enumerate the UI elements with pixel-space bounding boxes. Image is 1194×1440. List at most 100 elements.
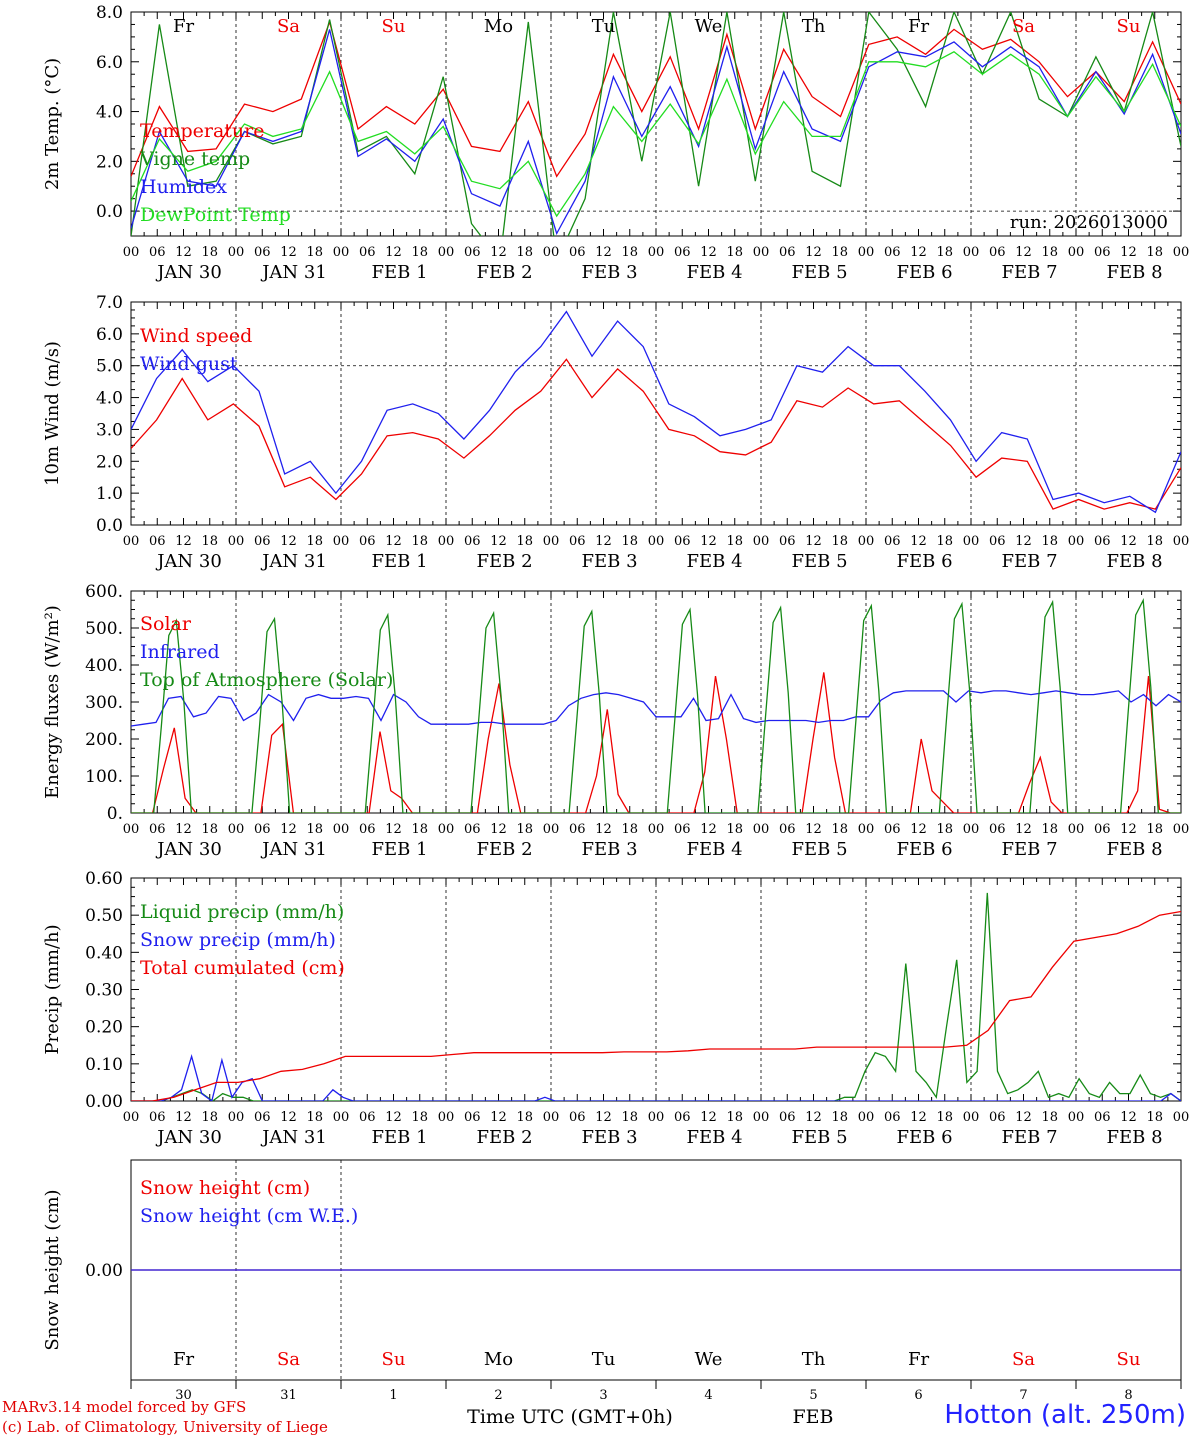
panel-wind <box>130 301 1182 526</box>
day-number-label: 5 <box>809 1388 817 1403</box>
hour-tick-label: 18 <box>516 822 533 837</box>
hour-tick-label: 12 <box>1015 245 1032 260</box>
hour-tick-label: 00 <box>753 534 770 549</box>
y-tick-label: 300. <box>85 693 123 713</box>
hour-tick-label: 06 <box>884 534 901 549</box>
y-axis-label: Snow height (cm) <box>42 1189 63 1350</box>
hour-tick-label: 12 <box>490 1110 507 1125</box>
hour-tick-label: 12 <box>385 534 402 549</box>
hour-tick-label: 12 <box>1120 822 1137 837</box>
y-tick-label: 0.50 <box>85 906 123 926</box>
weekday-label: Sa <box>277 1349 300 1370</box>
date-label: FEB 1 <box>371 1127 427 1148</box>
site-title: Hotton (alt. 250m) <box>944 1400 1186 1430</box>
hour-tick-label: 12 <box>700 534 717 549</box>
hour-tick-label: 00 <box>1173 1110 1190 1125</box>
date-label: FEB 5 <box>791 262 847 283</box>
day-number-label: 31 <box>280 1388 297 1403</box>
hour-tick-label: 12 <box>280 822 297 837</box>
date-label: FEB 7 <box>1001 262 1057 283</box>
hour-tick-label: 06 <box>464 534 481 549</box>
series-line-liquid-precip-mm-h- <box>131 892 1181 1101</box>
hour-tick-label: 06 <box>779 245 796 260</box>
day-number-label: 8 <box>1124 1388 1132 1403</box>
hour-tick-label: 12 <box>385 822 402 837</box>
date-label: FEB 4 <box>686 1127 742 1148</box>
hour-tick-label: 00 <box>228 822 245 837</box>
hour-tick-label: 18 <box>516 1110 533 1125</box>
legend-entry: Snow height (cm W.E.) <box>140 1205 358 1227</box>
hour-tick-label: 06 <box>149 245 166 260</box>
hour-tick-label: 00 <box>1068 822 1085 837</box>
hour-tick-label: 00 <box>1173 245 1190 260</box>
hour-tick-label: 18 <box>516 534 533 549</box>
hour-tick-label: 00 <box>543 1110 560 1125</box>
date-label: FEB 6 <box>896 551 952 572</box>
series-line-infrared <box>131 690 1181 727</box>
day-number-label: 4 <box>704 1388 712 1403</box>
date-label: FEB 2 <box>476 262 532 283</box>
hour-tick-label: 06 <box>779 822 796 837</box>
hour-tick-label: 06 <box>149 1110 166 1125</box>
hour-tick-label: 00 <box>1068 534 1085 549</box>
hour-tick-label: 12 <box>280 534 297 549</box>
date-label: FEB 8 <box>1106 262 1162 283</box>
hour-tick-label: 00 <box>753 245 770 260</box>
hour-tick-label: 06 <box>989 1110 1006 1125</box>
y-tick-label: 600. <box>85 582 123 602</box>
hour-tick-label: 12 <box>595 822 612 837</box>
day-number-label: 6 <box>914 1388 922 1403</box>
legend-entry: Vigne temp <box>139 148 250 170</box>
hour-tick-label: 12 <box>805 822 822 837</box>
day-number-label: 3 <box>599 1388 607 1403</box>
hour-tick-label: 00 <box>1068 245 1085 260</box>
weekday-label: Sa <box>1012 1349 1035 1370</box>
date-label: FEB 8 <box>1106 551 1162 572</box>
hour-tick-label: 18 <box>201 245 218 260</box>
hour-tick-label: 06 <box>884 245 901 260</box>
hour-tick-label: 06 <box>254 822 271 837</box>
y-axis-label: 10m Wind (m/s) <box>42 341 63 486</box>
date-label: JAN 30 <box>155 262 222 283</box>
weekday-label: Fr <box>908 1349 929 1370</box>
hour-tick-label: 00 <box>333 245 350 260</box>
hour-tick-label: 18 <box>306 822 323 837</box>
hour-tick-label: 12 <box>1015 534 1032 549</box>
date-label: FEB 5 <box>791 1127 847 1148</box>
hour-tick-label: 18 <box>1041 534 1058 549</box>
hour-tick-label: 18 <box>306 245 323 260</box>
hour-tick-label: 06 <box>674 822 691 837</box>
y-axis-label: Energy fluxes (W/m²) <box>42 605 63 799</box>
hour-tick-label: 06 <box>254 1110 271 1125</box>
hour-tick-label: 06 <box>149 822 166 837</box>
model-credit: MARv3.14 model forced by GFS <box>2 1398 247 1416</box>
weekday-label: Th <box>802 1349 826 1370</box>
hour-tick-label: 12 <box>910 534 927 549</box>
hour-tick-label: 06 <box>779 1110 796 1125</box>
y-tick-label: 6.0 <box>96 53 123 73</box>
weekday-label: Mo <box>484 16 513 37</box>
hour-tick-label: 06 <box>569 245 586 260</box>
run-annotation: run: 2026013000 <box>1010 212 1168 233</box>
y-tick-label: 0.40 <box>85 943 123 963</box>
date-label: JAN 31 <box>260 1127 327 1148</box>
series-line-dewpoint-temp <box>131 51 1181 218</box>
panel-energy <box>130 590 1182 814</box>
hour-tick-label: 06 <box>359 534 376 549</box>
weekday-label: Fr <box>908 16 929 37</box>
y-tick-label: 6.0 <box>96 325 123 345</box>
date-label: FEB 4 <box>686 551 742 572</box>
hour-tick-label: 00 <box>858 1110 875 1125</box>
hour-tick-label: 00 <box>1173 822 1190 837</box>
y-tick-label: 400. <box>85 656 123 676</box>
hour-tick-label: 12 <box>280 245 297 260</box>
hour-tick-label: 18 <box>411 822 428 837</box>
date-label: FEB 8 <box>1106 1127 1162 1148</box>
panel-temperature <box>130 11 1182 237</box>
hour-tick-label: 06 <box>569 822 586 837</box>
hour-tick-label: 18 <box>1146 1110 1163 1125</box>
hour-tick-label: 12 <box>280 1110 297 1125</box>
hour-tick-label: 12 <box>595 245 612 260</box>
day-number-label: 1 <box>389 1388 397 1403</box>
hour-tick-label: 06 <box>359 822 376 837</box>
